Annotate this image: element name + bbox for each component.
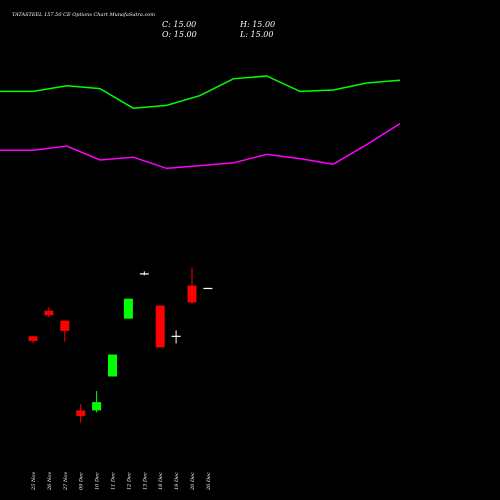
lower-band-line (0, 122, 401, 170)
x-tick-label: 25 Nov (31, 472, 37, 491)
x-tick-label: 09 Dec (79, 472, 85, 490)
x-tick-label: 26 Nov (47, 472, 53, 491)
candle-body (187, 285, 197, 303)
open-readout: O: 15.00 (162, 30, 197, 39)
low-readout: L: 15.00 (239, 30, 273, 39)
candle-body (139, 273, 149, 275)
candles-group (28, 267, 213, 423)
upper-band-line (0, 75, 401, 109)
x-tick-label: 11 Dec (111, 472, 117, 490)
candle-body (60, 320, 70, 331)
high-readout: H: 15.00 (239, 20, 275, 29)
x-tick-label: 20 Dec (190, 472, 196, 491)
x-tick-label: 26 Dec (206, 472, 212, 491)
close-readout: C: 15.00 (162, 20, 196, 29)
candle-body (123, 298, 133, 319)
x-tick-label: 12 Dec (126, 472, 132, 490)
x-tick-label: 10 Dec (95, 472, 101, 490)
chart-title: TATASTEEL 157.50 CE Options Chart Munafa… (12, 12, 155, 18)
x-axis-ticks: 25 Nov 26 Nov 27 Nov 09 Dec 10 Dec 11 Dec 12 D… (31, 472, 212, 491)
candle-body (92, 402, 102, 411)
candle-body (76, 410, 86, 417)
candle-body (171, 335, 181, 337)
candle-body (28, 336, 38, 341)
candle-body (203, 287, 213, 290)
candle-body (108, 354, 117, 377)
x-tick-label: 13 Dec (142, 472, 148, 490)
x-tick-label: 19 Dec (174, 472, 180, 490)
x-tick-label: 18 Dec (158, 472, 164, 490)
candle-body (44, 310, 54, 316)
x-tick-label: 27 Nov (63, 472, 69, 491)
candle-body (155, 305, 165, 348)
